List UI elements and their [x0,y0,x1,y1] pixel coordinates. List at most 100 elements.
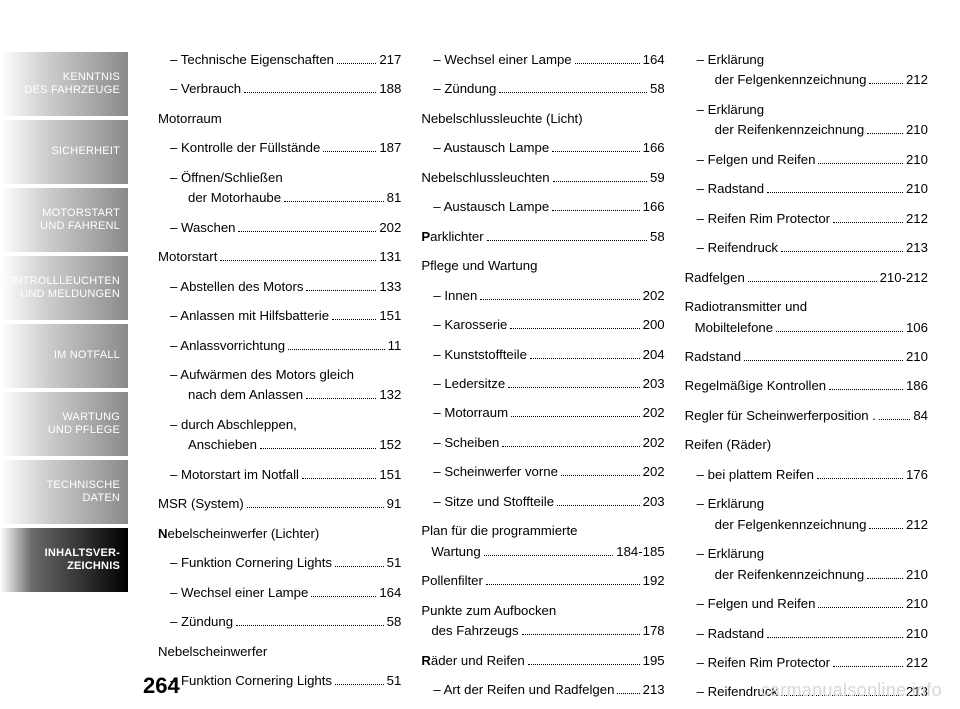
entry-label: Öffnen/Schließen [170,168,283,188]
sidebar-tab-5[interactable]: WARTUNG UND PFLEGE [0,392,128,456]
leader-dots [247,507,384,508]
entry-label: Radiotransmitter und [685,297,807,317]
leader-dots [575,63,640,64]
entry-label: Innen [433,286,477,306]
index-entry: Anlassvorrichtung11 [158,336,401,356]
index-entry: Reifendruck213 [685,238,928,258]
index-entry: Kontrolle der Füllstände187 [158,138,401,158]
entry-label: Ledersitze [433,374,505,394]
index-entry: Felgen und Reifen210 [685,594,928,614]
index-entry: Reifen Rim Protector212 [685,653,928,673]
entry-page: 200 [643,315,665,335]
entry-page: 164 [643,50,665,70]
leader-dots [288,349,385,350]
index-entry: Sitze und Stoffteile203 [421,492,664,512]
sidebar-tab-1[interactable]: SICHERHEIT [0,120,128,184]
leader-dots [311,596,376,597]
leader-dots [833,666,903,667]
entry-label: Punkte zum Aufbocken [421,601,556,621]
leader-dots [236,625,384,626]
entry-page: 51 [387,671,402,691]
entry-page: 202 [643,286,665,306]
index-entry: durch Abschleppen,Anschieben152 [158,415,401,456]
entry-label: durch Abschleppen, [170,415,297,435]
leader-dots [522,634,640,635]
index-entry: Räder und Reifen195 [421,651,664,671]
index-entry: Motorraum202 [421,403,664,423]
entry-page: 166 [643,197,665,217]
index-entry: Regler für Scheinwerferposition .84 [685,406,928,426]
leader-dots [817,478,903,479]
entry-page: 152 [379,435,401,455]
sidebar-tab-2[interactable]: MOTORSTART UND FAHRENL [0,188,128,252]
entry-label: Erklärung [697,100,764,120]
entry-page: 192 [643,571,665,591]
entry-page: 212 [906,209,928,229]
entry-label: Austausch Lampe [433,197,549,217]
leader-dots [238,231,376,232]
entry-label: Scheiben [433,433,499,453]
leader-dots [617,693,639,694]
leader-dots [335,566,384,567]
entry-page: 202 [643,462,665,482]
entry-page: 213 [906,238,928,258]
leader-dots [332,319,376,320]
leader-dots [767,192,903,193]
entry-label-line2: nach dem Anlassen [188,385,303,405]
leader-dots [306,290,376,291]
entry-label: Karosserie [433,315,507,335]
entry-label: Funktion Cornering Lights [170,553,332,573]
index-entry: Austausch Lampe 166 [421,197,664,217]
leader-dots [776,331,903,332]
index-entry: Abstellen des Motors133 [158,277,401,297]
entry-label: Abstellen des Motors [170,277,303,297]
leader-dots [302,478,376,479]
entry-page: 213 [643,680,665,700]
entry-page: 81 [387,188,402,208]
leader-dots [510,328,639,329]
entry-label-line2: der Reifenkennzeichnung [715,120,865,140]
section-heading: Nebelschlussleuchte (Licht) [421,109,664,129]
section-heading: Motorraum [158,109,401,129]
index-entry: Ledersitze 203 [421,374,664,394]
watermark: carmanualsonline.info [761,680,942,701]
entry-label: Radfelgen [685,268,745,288]
index-entry: Karosserie 200 [421,315,664,335]
index-entry: Scheinwerfer vorne202 [421,462,664,482]
index-entry: Felgen und Reifen210 [685,150,928,170]
index-entry: Zündung58 [421,79,664,99]
entry-label: Anlassvorrichtung [170,336,285,356]
index-entry: Nebelschlussleuchten59 [421,168,664,188]
page-number: 264 [143,673,180,699]
entry-label: Plan für die programmierte [421,521,577,541]
section-heading: Reifen (Räder) [685,435,928,455]
entry-page: 204 [643,345,665,365]
sidebar-tab-4[interactable]: IM NOTFALL [0,324,128,388]
leader-dots [502,446,639,447]
index-entry: Austausch Lampe166 [421,138,664,158]
index-entry: Radstand210 [685,347,928,367]
index-entry: Innen 202 [421,286,664,306]
leader-dots [337,63,376,64]
index-entry: Radiotransmitter undMobiltelefone106 [685,297,928,338]
entry-label: Technische Eigenschaften [170,50,334,70]
entry-label: Kontrolle der Füllstände [170,138,320,158]
sidebar-tab-0[interactable]: KENNTNIS DES FAHRZEUGE [0,52,128,116]
leader-dots [829,389,903,390]
entry-label: Räder und Reifen [421,651,524,671]
sidebar-tab-6[interactable]: TECHNISCHE DATEN [0,460,128,524]
entry-label: Zündung [170,612,233,632]
sidebar-tab-3[interactable]: KONTROLLLEUCHTEN UND MELDUNGEN [0,256,128,320]
leader-dots [306,398,376,399]
entry-page: 58 [387,612,402,632]
entry-page: 203 [643,374,665,394]
leader-dots [561,475,640,476]
leader-dots [486,584,640,585]
entry-page: 210 [906,150,928,170]
sidebar-tab-7[interactable]: INHALTSVER- ZEICHNIS [0,528,128,592]
section-heading: Pflege und Wartung [421,256,664,276]
leader-dots [284,201,384,202]
index-entry: Funktion Cornering Lights51 [158,671,401,691]
leader-dots [508,387,639,388]
entry-label: Pollenfilter [421,571,483,591]
